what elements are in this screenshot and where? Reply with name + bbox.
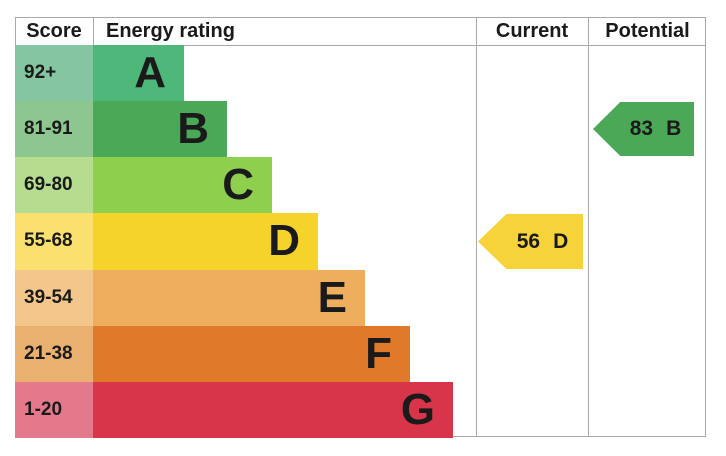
band-score-b: 81-91	[15, 101, 93, 158]
column-header-potential: Potential	[605, 19, 690, 42]
epc-bands: 92+ A 81-91 B 69-80 C 55-68 D 39-54 E 21…	[15, 45, 476, 438]
band-bar-c: C	[93, 157, 272, 214]
band-score-f: 21-38	[15, 325, 93, 382]
band-bar-d: D	[93, 213, 318, 270]
band-bar-f: F	[93, 325, 410, 382]
potential-rating-letter: B	[666, 117, 682, 140]
band-score-a: 92+	[15, 45, 93, 102]
current-column-divider	[476, 17, 477, 437]
band-row-c: 69-80 C	[15, 157, 476, 214]
header-divider-line	[15, 45, 706, 46]
band-row-f: 21-38 F	[15, 325, 476, 382]
band-bar-b: B	[93, 101, 227, 158]
band-row-a: 92+ A	[15, 45, 476, 102]
band-row-b: 81-91 B	[15, 101, 476, 158]
band-bar-a: A	[93, 45, 184, 102]
band-score-d: 55-68	[15, 213, 93, 270]
potential-rating-value: 83	[629, 117, 654, 140]
column-header-score: Score	[26, 19, 82, 42]
band-row-d: 55-68 D	[15, 213, 476, 270]
band-score-g: 1-20	[15, 381, 93, 438]
band-bar-g: G	[93, 381, 453, 438]
band-score-e: 39-54	[15, 269, 93, 326]
band-bar-e: E	[93, 269, 365, 326]
column-header-current: Current	[495, 19, 569, 42]
column-header-energy-rating: Energy rating	[106, 19, 235, 42]
potential-column-divider	[588, 17, 589, 437]
band-row-e: 39-54 E	[15, 269, 476, 326]
band-score-c: 69-80	[15, 157, 93, 214]
current-rating-value: 56	[516, 229, 541, 253]
band-row-g: 1-20 G	[15, 381, 476, 438]
current-rating-letter: D	[553, 229, 569, 253]
